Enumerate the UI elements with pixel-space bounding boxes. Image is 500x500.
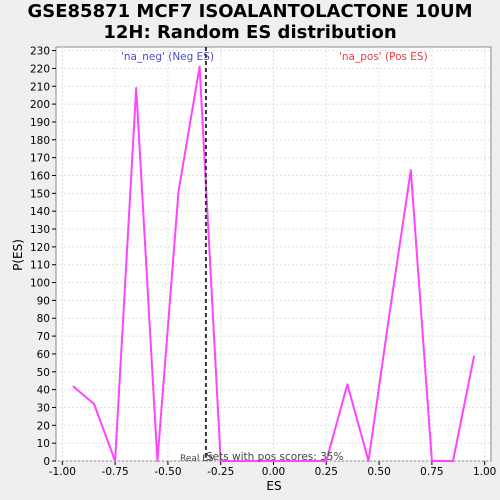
y-tick-label: 170 [30, 153, 50, 165]
y-tick-label: 50 [37, 367, 50, 379]
x-tick-label: 1.00 [473, 466, 496, 478]
y-tick-label: 0 [43, 456, 50, 468]
y-tick-label: 70 [37, 331, 50, 343]
y-tick-label: 120 [30, 242, 50, 254]
x-tick-label: 0.50 [367, 466, 390, 478]
y-tick-label: 190 [30, 117, 50, 129]
y-tick-label: 40 [37, 385, 50, 397]
x-tick-label: 0.25 [315, 466, 338, 478]
y-tick-label: 110 [30, 260, 50, 272]
x-tick-label: -0.50 [154, 466, 181, 478]
y-tick-label: 150 [30, 188, 50, 200]
x-tick-label: 0.00 [262, 466, 285, 478]
x-tick-label: -0.25 [207, 466, 234, 478]
y-tick-label: 180 [30, 135, 50, 147]
y-tick-label: 20 [37, 420, 50, 432]
y-tick-label: 80 [37, 313, 50, 325]
x-tick-label: 0.75 [420, 466, 443, 478]
es-distribution-line [72, 65, 476, 462]
y-axis-label: P(ES) [11, 239, 25, 271]
y-tick-label: 60 [37, 349, 50, 361]
x-axis-label: ES [266, 479, 281, 493]
y-tick-label: 90 [37, 295, 50, 307]
y-tick-label: 210 [30, 81, 50, 93]
x-tick-label: -0.75 [102, 466, 129, 478]
y-tick-label: 200 [30, 99, 50, 111]
plot-area [55, 46, 492, 462]
real-es-label: Real ES [180, 454, 214, 464]
pos-scores-annotation: Sets with pos scores: 35% [206, 451, 343, 463]
y-tick-label: 230 [30, 46, 50, 58]
y-tick-label: 30 [37, 402, 50, 414]
y-ticks: 0 10 20 30 40 50 60 70 80 90 100 110 120 130 140 150 160… [30, 46, 56, 468]
y-tick-label: 140 [30, 206, 50, 218]
x-tick-label: -1.00 [49, 466, 76, 478]
neg-es-annotation: 'na_neg' (Neg ES) [121, 51, 214, 63]
y-tick-label: 220 [30, 63, 50, 75]
grid [56, 47, 491, 462]
y-tick-label: 130 [30, 224, 50, 236]
y-tick-label: 160 [30, 170, 50, 182]
chart-title-line2: 12H: Random ES distribution [103, 22, 397, 43]
x-ticks: -1.00 -0.75 -0.50 -0.25 0.00 0.25 0.50 0.75 1.00 [49, 461, 496, 478]
y-tick-label: 10 [37, 438, 50, 450]
pos-es-annotation: 'na_pos' (Pos ES) [339, 51, 428, 63]
y-tick-label: 100 [30, 278, 50, 290]
chart-title-line1: GSE85871 MCF7 ISOALANTOLACTONE 10UM [27, 1, 473, 22]
series-layer [72, 65, 476, 462]
